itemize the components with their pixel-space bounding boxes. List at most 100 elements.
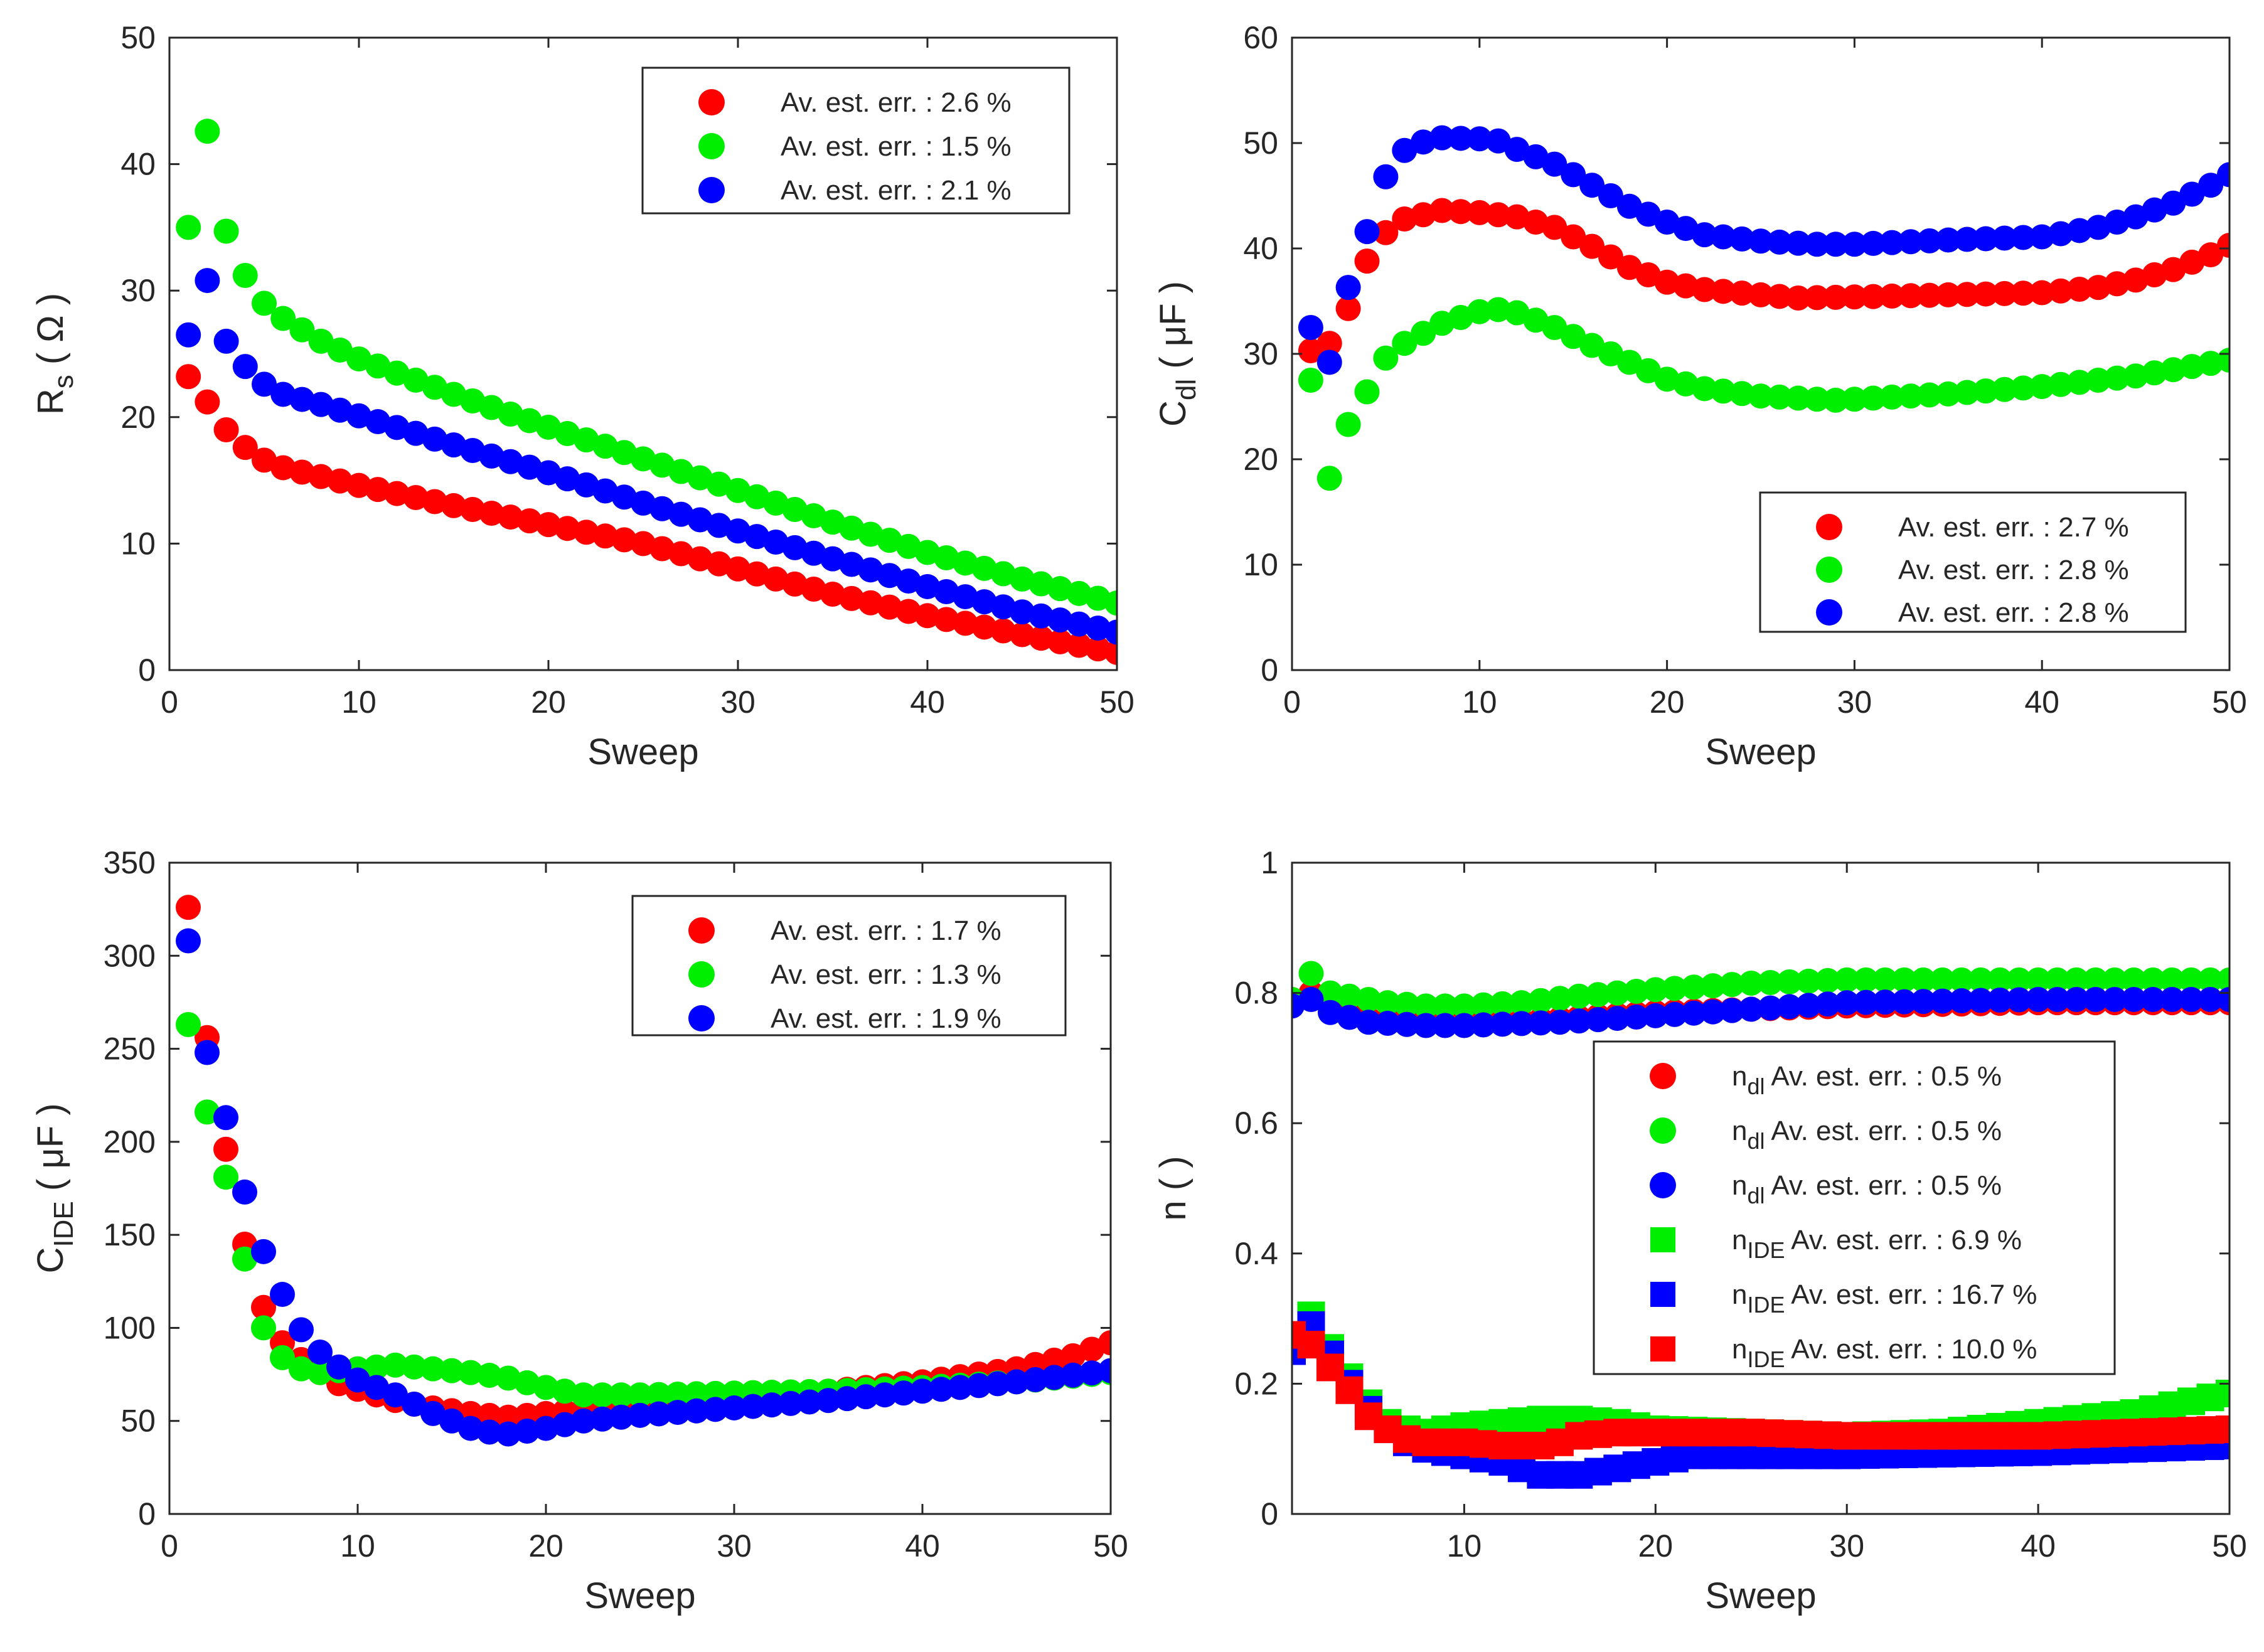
data-point [1375, 1011, 1401, 1036]
markers-cdl [1298, 125, 2229, 491]
x-axis-label: Sweep [1705, 732, 1816, 772]
data-point [1872, 989, 1898, 1015]
data-point [611, 440, 637, 466]
x-tick-label: 50 [2212, 685, 2247, 720]
data-point [2123, 363, 2149, 389]
data-point [1738, 996, 1764, 1022]
data-point [420, 1356, 446, 1382]
data-point [665, 1382, 690, 1407]
data-point [536, 414, 561, 440]
data-point [782, 535, 808, 560]
data-point [631, 490, 656, 516]
data-point [971, 614, 997, 640]
series-2 [176, 268, 1117, 645]
data-point [744, 561, 770, 587]
legend-label: nIDE Av. est. err. : 6.9 % [1732, 1225, 2022, 1263]
data-point [477, 1419, 502, 1445]
data-point [2064, 967, 2090, 993]
data-point [1598, 244, 1623, 270]
data-point [289, 317, 315, 343]
legend-label-prefix: n [1732, 1061, 1747, 1092]
data-point [2179, 181, 2205, 207]
data-point [2217, 967, 2229, 993]
data-point [1692, 222, 1717, 248]
x-tick-label: 30 [1829, 1528, 1864, 1564]
data-point [1004, 1369, 1029, 1395]
y-tick-label: 0.2 [1234, 1366, 1278, 1401]
data-point [744, 484, 770, 509]
data-point [2010, 375, 2036, 401]
y-tick-label: 10 [120, 526, 156, 561]
legend-label: nIDE Av. est. err. : 10.0 % [1732, 1334, 2037, 1372]
data-point [515, 1419, 540, 1444]
data-point [2066, 276, 2092, 302]
data-point [422, 489, 447, 514]
data-point [1448, 199, 1473, 225]
data-point [1861, 385, 1886, 411]
data-point [403, 420, 429, 446]
data-point [1104, 639, 1117, 665]
data-point [740, 1394, 766, 1419]
data-point [1432, 1013, 1458, 1038]
data-point [1561, 324, 1586, 349]
data-point [403, 367, 429, 393]
data-point [402, 1392, 427, 1417]
data-point [1662, 1001, 1687, 1027]
legend-label-gap [1785, 1225, 1791, 1255]
data-point [327, 468, 353, 494]
data-point [1872, 967, 1898, 993]
data-point [877, 528, 902, 553]
legend-label-text: Av. est. err. : 0.5 % [1771, 1116, 2002, 1146]
legend-label-gap [1765, 1170, 1771, 1201]
data-point [2044, 986, 2070, 1012]
data-point [1605, 980, 1630, 1006]
data-point [801, 576, 826, 602]
legend-label: Av. est. err. : 1.9 % [771, 1003, 1001, 1034]
legend-label-text: Av. est. err. : 6.9 % [1791, 1225, 2022, 1255]
legend-marker [1816, 557, 1842, 583]
data-point [458, 1360, 483, 1385]
data-point [498, 401, 523, 427]
data-point [232, 1179, 257, 1205]
data-point [1916, 382, 1942, 408]
data-point [1394, 991, 1419, 1017]
data-point [1898, 229, 1924, 255]
data-point [2066, 370, 2092, 395]
data-point [1842, 284, 1867, 310]
y-tick-label: 50 [1243, 125, 1278, 161]
data-point [971, 589, 997, 615]
y-tick-label: 0 [1261, 1496, 1278, 1532]
x-tick-label: 40 [2024, 685, 2059, 720]
data-point [1815, 991, 1840, 1017]
data-point [1623, 1005, 1649, 1030]
data-point [1916, 282, 1942, 308]
data-point [1508, 1011, 1534, 1036]
data-point [1579, 333, 1605, 358]
data-point [555, 466, 580, 492]
y-tick-label: 250 [104, 1031, 156, 1067]
data-point [1316, 331, 1342, 356]
data-point [1060, 1362, 1086, 1388]
legend-label-sub: dl [1747, 1128, 1765, 1154]
data-point [1879, 230, 1905, 255]
legend-label: Av. est. err. : 2.1 % [781, 175, 1012, 206]
data-point [176, 1012, 201, 1038]
data-point [1066, 580, 1092, 606]
data-point [725, 556, 750, 582]
legend-cdl: Av. est. err. : 2.7 % Av. est. err. : 2.8… [1759, 491, 2187, 633]
data-point [649, 496, 675, 521]
data-point [649, 452, 675, 478]
data-point [2179, 354, 2205, 380]
data-point [1729, 381, 1755, 407]
data-point [458, 1415, 483, 1441]
markers-rs [176, 119, 1117, 665]
data-point [195, 119, 220, 144]
data-point [1853, 967, 1879, 993]
x-axis-label: Sweep [587, 732, 698, 772]
data-point [1547, 1010, 1573, 1035]
data-point [763, 490, 789, 516]
data-point [1785, 285, 1811, 311]
series-1 [176, 119, 1117, 616]
data-point [2217, 232, 2229, 258]
data-point [308, 328, 334, 354]
